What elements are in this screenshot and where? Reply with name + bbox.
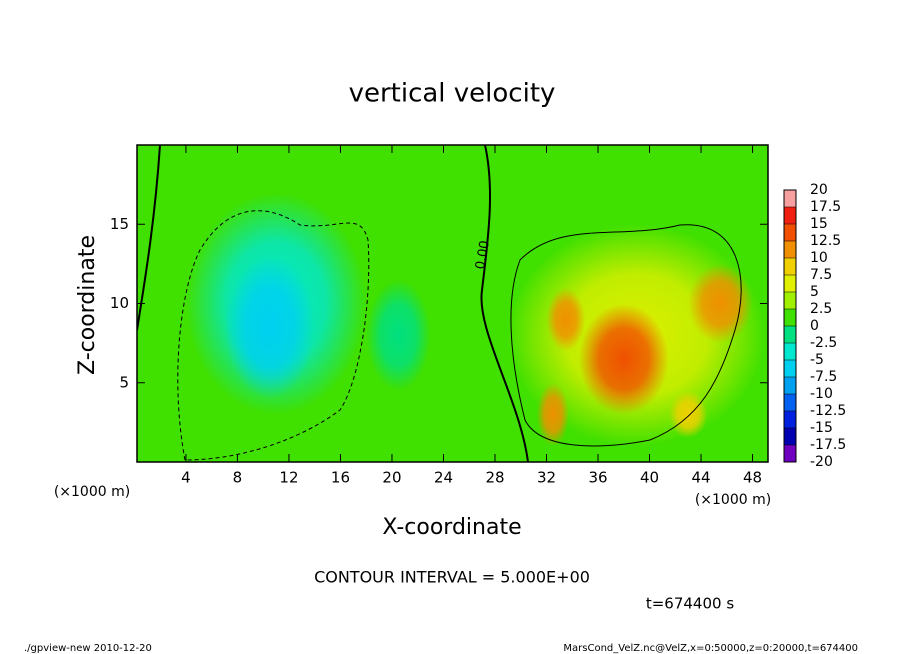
field-feature bbox=[546, 287, 586, 352]
zero-contour bbox=[137, 145, 161, 331]
colorbar-cell bbox=[784, 309, 796, 326]
footer-left: ./gpview-new 2010-12-20 bbox=[24, 643, 152, 654]
footer-right: MarsCond_VelZ.nc@VelZ,x=0:50000,z=0:2000… bbox=[563, 643, 858, 654]
colorbar-cell bbox=[784, 411, 796, 428]
contour-interval: CONTOUR INTERVAL = 5.000E+00 bbox=[314, 568, 590, 587]
colorbar-label: -20 bbox=[810, 454, 833, 470]
colorbar-cell bbox=[784, 258, 796, 275]
colorbar-cell bbox=[784, 224, 796, 241]
y-unit: (×1000 m) bbox=[54, 484, 130, 500]
field-feature bbox=[668, 390, 708, 439]
colorbar-label: -10 bbox=[810, 386, 833, 402]
x-tick-label: 20 bbox=[382, 469, 401, 487]
colorbar-label: -17.5 bbox=[810, 437, 846, 453]
colorbar-label: 20 bbox=[810, 182, 828, 198]
field-feature bbox=[578, 303, 669, 415]
colorbar-label: 10 bbox=[810, 250, 828, 266]
x-tick-label: 48 bbox=[743, 469, 762, 487]
colorbar-label: 2.5 bbox=[810, 301, 832, 317]
colorbar-cell bbox=[784, 275, 796, 292]
contour-label: 0.00 bbox=[473, 239, 493, 270]
time-label: t=674400 s bbox=[646, 595, 734, 613]
x-tick-label: 36 bbox=[588, 469, 607, 487]
colorbar-cell bbox=[784, 428, 796, 445]
colorbar-cell bbox=[784, 445, 796, 462]
x-tick-label: 28 bbox=[485, 469, 504, 487]
pos-contour bbox=[510, 224, 742, 447]
colorbar-label: 12.5 bbox=[810, 233, 841, 249]
colorbar-label: 15 bbox=[810, 216, 828, 232]
colorbar-cell bbox=[784, 292, 796, 309]
colorbar-cell bbox=[784, 207, 796, 224]
x-tick-label: 16 bbox=[331, 469, 350, 487]
colorbar-label: -15 bbox=[810, 420, 833, 436]
y-tick-label: 5 bbox=[119, 373, 129, 391]
colorbar-cell bbox=[784, 343, 796, 360]
colorbar-label: -7.5 bbox=[810, 369, 837, 385]
colorbar-label: 0 bbox=[810, 318, 819, 334]
neg-contour bbox=[177, 210, 370, 461]
colorbar-cell bbox=[784, 241, 796, 258]
field-feature bbox=[366, 279, 431, 391]
field bbox=[137, 145, 768, 462]
x-unit: (×1000 m) bbox=[695, 492, 771, 508]
colorbar-label: -12.5 bbox=[810, 403, 846, 419]
field-feature bbox=[688, 263, 753, 344]
colorbar-label: 5 bbox=[810, 284, 819, 300]
field-feature bbox=[224, 255, 315, 399]
x-tick-label: 12 bbox=[279, 469, 298, 487]
colorbar-label: 7.5 bbox=[810, 267, 832, 283]
chart-title: vertical velocity bbox=[349, 79, 556, 109]
x-tick-label: 4 bbox=[181, 469, 191, 487]
x-tick-label: 40 bbox=[640, 469, 659, 487]
y-tick-label: 15 bbox=[110, 215, 129, 233]
y-axis-label: Z-coordinate bbox=[75, 235, 100, 375]
x-tick-label: 44 bbox=[691, 469, 710, 487]
colorbar-label: 17.5 bbox=[810, 199, 841, 215]
colorbar-cell bbox=[784, 360, 796, 377]
colorbar-cell bbox=[784, 394, 796, 411]
x-tick-label: 32 bbox=[537, 469, 556, 487]
colorbar-label: -2.5 bbox=[810, 335, 837, 351]
colorbar-cell bbox=[784, 190, 796, 207]
colorbar-cell bbox=[784, 326, 796, 343]
y-tick-label: 10 bbox=[110, 294, 129, 312]
x-axis-label: X-coordinate bbox=[382, 515, 521, 540]
x-tick-label: 24 bbox=[434, 469, 453, 487]
colorbar-cell bbox=[784, 377, 796, 394]
field-feature bbox=[536, 382, 570, 447]
zero-contour bbox=[480, 145, 529, 462]
x-tick-label: 8 bbox=[233, 469, 243, 487]
colorbar-label: -5 bbox=[810, 352, 824, 368]
